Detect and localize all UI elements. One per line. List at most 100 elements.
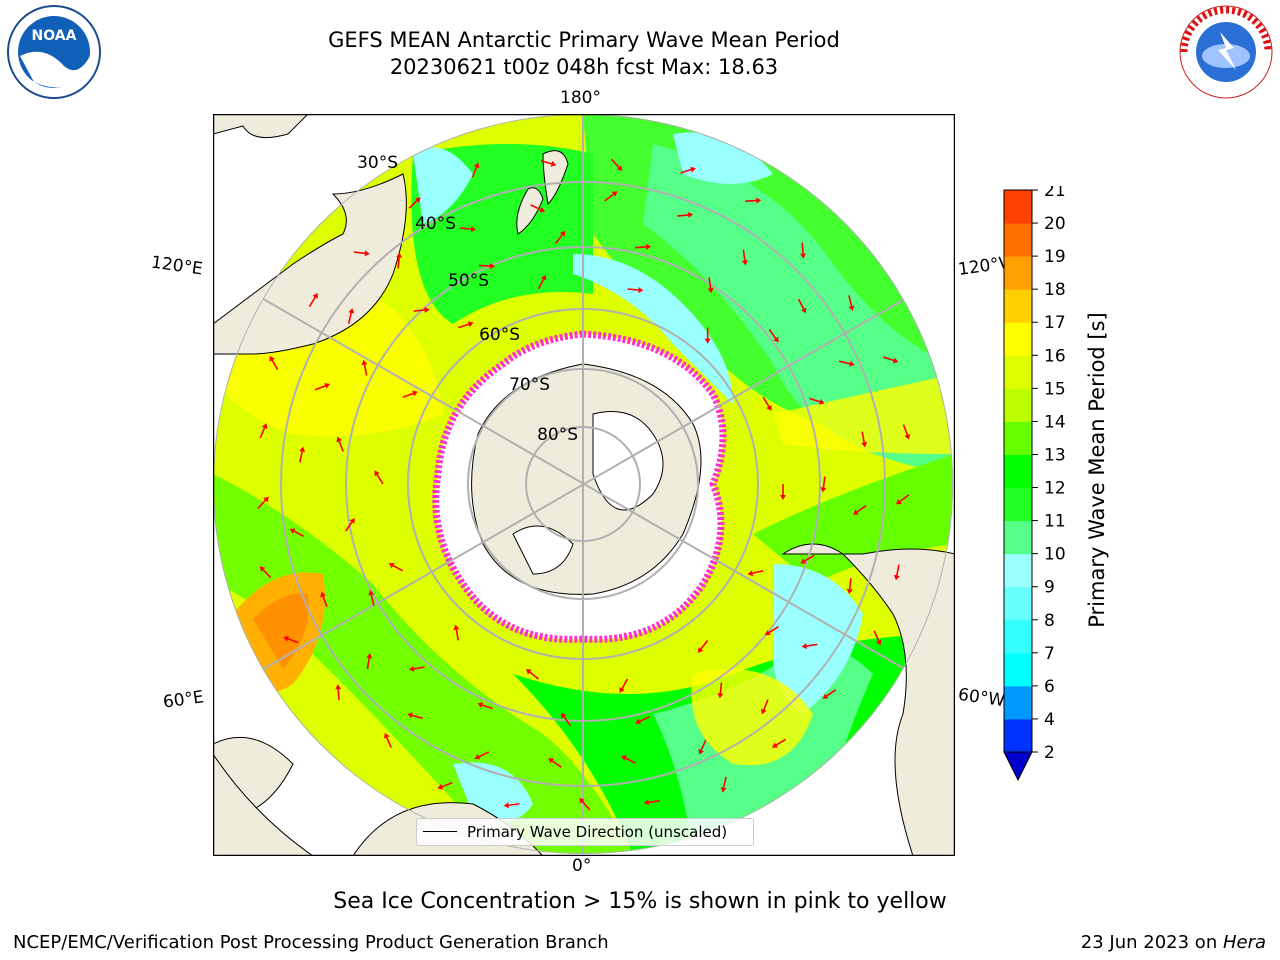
wave-arrow-head bbox=[361, 359, 368, 366]
colorbar-tick-label: 16 bbox=[1044, 346, 1066, 366]
colorbar-tick-label: 11 bbox=[1044, 512, 1066, 532]
wave-arrow-head bbox=[717, 693, 724, 699]
colorbar-cell bbox=[1004, 421, 1032, 455]
wave-arrow-head bbox=[539, 206, 546, 213]
wave-arrow-head bbox=[424, 307, 430, 313]
wave-arrow-head bbox=[690, 166, 696, 173]
wave-arrow-shaft bbox=[719, 682, 723, 694]
wave-arrow-head bbox=[335, 684, 342, 690]
wave-arrow-shaft bbox=[455, 629, 460, 641]
colorbar-cell bbox=[1004, 487, 1032, 522]
wave-arrow-head bbox=[467, 321, 474, 328]
wave-arrow-head bbox=[645, 243, 652, 250]
wave-arrow-head bbox=[550, 160, 557, 167]
colorbar-tick-label: 8 bbox=[1044, 611, 1055, 631]
lat-label-60s: 60°S bbox=[479, 325, 520, 345]
wave-arrow-head bbox=[263, 496, 269, 503]
wave-arrow-shaft bbox=[648, 800, 660, 804]
wave-arrow-shaft bbox=[478, 751, 490, 758]
wave-arrow-shaft bbox=[259, 427, 266, 439]
wave-arrow-head bbox=[408, 665, 415, 672]
wave-arrow-head bbox=[801, 643, 807, 649]
colorbar-tick-label: 4 bbox=[1044, 710, 1055, 730]
wave-arrow-head bbox=[904, 433, 911, 440]
wave-arrow-shaft bbox=[530, 204, 541, 211]
wave-arrow-head bbox=[820, 487, 827, 493]
colorbar-tick-label: 21 bbox=[1044, 186, 1066, 201]
wave-arrow-head bbox=[453, 624, 460, 631]
wave-arrow-shaft bbox=[838, 360, 850, 365]
wave-arrow-head bbox=[621, 755, 627, 761]
wave-arrow-shaft bbox=[752, 569, 764, 575]
wave-arrow-shaft bbox=[677, 214, 689, 217]
colorbar-frame bbox=[1003, 189, 1033, 753]
wave-arrow-shaft bbox=[822, 476, 826, 488]
wave-arrow-shaft bbox=[287, 638, 299, 644]
wave-arrow-shaft bbox=[563, 716, 572, 727]
lon-label-60e: 60°E bbox=[161, 687, 206, 713]
wave-arrow-shaft bbox=[604, 193, 614, 202]
lat-label-70s: 70°S bbox=[509, 375, 550, 395]
wave-arrow-shaft bbox=[809, 397, 821, 403]
wave-arrow-shaft bbox=[856, 505, 867, 513]
wave-arrow-shaft bbox=[804, 554, 815, 562]
wave-arrow-shaft bbox=[700, 639, 709, 650]
wave-arrow-shaft bbox=[508, 802, 520, 807]
wave-arrow-shaft bbox=[680, 168, 692, 174]
wave-arrow-head bbox=[687, 211, 694, 218]
wave-arrow-shaft bbox=[775, 738, 787, 746]
colorbar-cell bbox=[1004, 520, 1032, 555]
wave-arrow-shaft bbox=[370, 594, 375, 606]
antarctic-map: 30°S 40°S 50°S 60°S 70°S 80°S bbox=[213, 114, 955, 856]
map-frame bbox=[213, 114, 955, 856]
wave-arrow-shaft bbox=[344, 521, 353, 532]
wave-arrow-shaft bbox=[386, 737, 392, 748]
wave-arrow-shaft bbox=[635, 246, 647, 249]
colorbar-cell bbox=[1004, 355, 1032, 389]
wave-arrow-head bbox=[773, 336, 779, 343]
wave-arrow-shaft bbox=[896, 564, 900, 576]
wave-arrow-head bbox=[336, 436, 343, 443]
lat-label-30s: 30°S bbox=[357, 153, 398, 173]
lat-label-40s: 40°S bbox=[415, 214, 456, 234]
wave-arrow-head bbox=[283, 635, 289, 642]
legend-label: Primary Wave Direction (unscaled) bbox=[467, 823, 728, 841]
wave-arrow-shaft bbox=[801, 242, 804, 254]
colorbar-tick-label: 14 bbox=[1044, 412, 1066, 432]
wave-arrow-head bbox=[548, 758, 554, 764]
chart-title: GEFS MEAN Antarctic Primary Wave Mean Pe… bbox=[328, 28, 840, 52]
wave-arrow-shaft bbox=[413, 666, 425, 670]
map-legend: Primary Wave Direction (unscaled) bbox=[416, 818, 754, 846]
wave-arrow-shaft bbox=[478, 264, 491, 267]
wave-arrow-head bbox=[299, 446, 306, 453]
wave-arrow-shaft bbox=[458, 323, 470, 329]
footer-date: 23 Jun 2023 on bbox=[1080, 932, 1223, 953]
lat-label-80s: 80°S bbox=[537, 425, 578, 445]
wave-arrow-shaft bbox=[337, 689, 340, 701]
wave-arrow-shaft bbox=[708, 277, 712, 289]
colorbar-cell bbox=[1004, 223, 1032, 257]
wave-arrow-shaft bbox=[392, 564, 404, 572]
colorbar-tick-label: 7 bbox=[1044, 644, 1055, 664]
wave-arrow-shaft bbox=[347, 312, 353, 324]
wave-arrow-head bbox=[764, 629, 771, 636]
wave-arrow-head bbox=[396, 252, 403, 258]
wave-arrow-head bbox=[895, 499, 902, 505]
colorbar-tick-label: 6 bbox=[1044, 677, 1055, 697]
wave-arrow-head bbox=[747, 570, 754, 577]
wave-arrow-shaft bbox=[742, 249, 746, 261]
wave-arrow-head bbox=[822, 693, 829, 699]
wave-arrow-head bbox=[368, 590, 375, 596]
colorbar-tick-label: 18 bbox=[1044, 280, 1066, 300]
wave-arrow-shaft bbox=[627, 288, 639, 291]
colorbar-cell bbox=[1004, 322, 1032, 356]
wave-arrow-shaft bbox=[257, 499, 266, 509]
wave-arrow-shaft bbox=[271, 359, 279, 371]
wave-arrow-head bbox=[470, 226, 477, 233]
lat-label-50s: 50°S bbox=[448, 271, 489, 291]
wave-arrow-head bbox=[407, 712, 413, 719]
wave-arrow-shaft bbox=[338, 440, 344, 452]
wave-arrow-head bbox=[289, 528, 296, 534]
wave-arrow-head bbox=[259, 566, 266, 572]
colorbar: 2 4 6 7 8 9 10 11 12 13 14 15 16 17 18 19 20 21 bbox=[1003, 186, 1066, 782]
